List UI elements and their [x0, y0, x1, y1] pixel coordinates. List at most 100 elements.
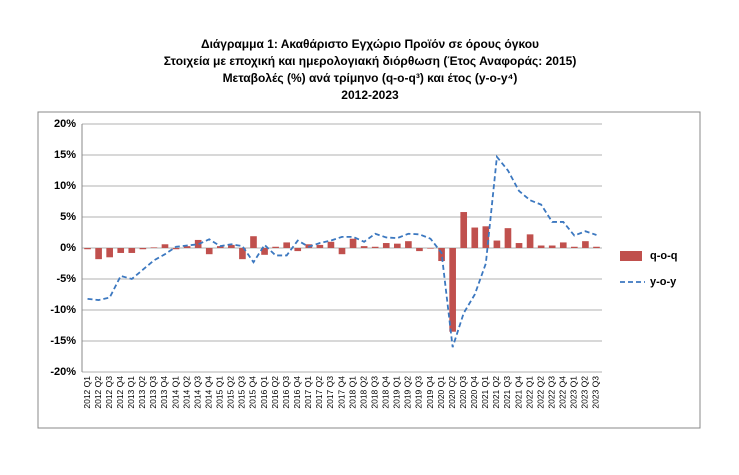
bar: [239, 248, 246, 260]
x-tick-label: 2023 Q2: [580, 376, 590, 409]
bar: [471, 227, 479, 248]
bar: [571, 246, 578, 248]
bar: [95, 248, 102, 260]
x-tick-label: 2017 Q4: [336, 376, 346, 409]
bar: [250, 236, 257, 248]
x-tick-label: 2022 Q4: [558, 376, 568, 409]
x-tick-label: 2019 Q2: [403, 376, 413, 409]
bar: [161, 244, 169, 248]
x-tick-label: 2017 Q1: [303, 376, 313, 409]
x-tick-label: 2012 Q3: [104, 376, 114, 409]
x-tick-label: 2015 Q4: [248, 376, 258, 409]
bar: [106, 248, 113, 258]
x-tick-label: 2013 Q3: [148, 376, 158, 409]
y-tick-label: 0%: [60, 242, 76, 254]
bar: [84, 248, 91, 250]
chart-subtitle: Μεταβολές (%) ανά τρίμηνο (q-o-q³) και έ…: [223, 71, 518, 85]
bar: [438, 248, 445, 262]
bar: [183, 246, 191, 248]
bar: [482, 226, 490, 248]
bar: [460, 212, 468, 248]
bar: [427, 248, 434, 249]
x-tick-label: 2020 Q4: [469, 376, 479, 409]
chart-subtitle: Στοιχεία με εποχική και ημερολογιακή διό…: [164, 54, 577, 68]
bar: [559, 242, 567, 248]
x-tick-label: 2021 Q4: [513, 376, 523, 409]
x-tick-label: 2018 Q1: [347, 376, 357, 409]
x-tick-label: 2015 Q1: [215, 376, 225, 409]
y-tick-label: 20%: [54, 118, 76, 130]
bar: [548, 245, 556, 248]
x-tick-label: 2020 Q3: [458, 376, 468, 409]
x-tick-label: 2021 Q1: [480, 376, 490, 409]
bar: [172, 248, 180, 250]
bar: [272, 246, 279, 248]
bar: [371, 246, 379, 248]
y-tick-label: 5%: [60, 211, 76, 223]
bar: [394, 243, 401, 248]
x-tick-label: 2023 Q3: [591, 376, 601, 409]
x-tick-label: 2014 Q4: [203, 376, 213, 409]
bar: [128, 248, 136, 253]
x-tick-label: 2013 Q2: [137, 376, 147, 409]
bar: [582, 241, 589, 248]
bar: [449, 248, 456, 332]
x-tick-label: 2019 Q3: [414, 376, 424, 409]
bar: [515, 243, 523, 248]
y-tick-label: 15%: [54, 149, 76, 161]
bar: [316, 244, 324, 248]
legend-label: y-o-y: [650, 276, 677, 288]
bar: [338, 248, 346, 255]
x-tick-label: 2017 Q2: [314, 376, 324, 409]
x-tick-label: 2012 Q1: [82, 376, 92, 409]
bar: [382, 243, 390, 248]
bar: [327, 241, 335, 248]
x-tick-label: 2022 Q2: [535, 376, 545, 409]
bar: [504, 228, 512, 248]
bar: [493, 240, 501, 248]
x-tick-label: 2021 Q3: [502, 376, 512, 409]
legend-swatch: [620, 251, 642, 261]
bar: [205, 248, 213, 255]
x-tick-label: 2020 Q2: [447, 376, 457, 409]
x-tick-label: 2012 Q2: [93, 376, 103, 409]
bar: [294, 248, 302, 252]
x-tick-label: 2013 Q1: [126, 376, 136, 409]
bar: [117, 248, 125, 253]
y-tick-label: -5%: [56, 273, 76, 285]
bar: [593, 246, 600, 248]
bar: [405, 241, 412, 248]
x-tick-label: 2014 Q2: [181, 376, 191, 409]
y-tick-label: 10%: [54, 180, 76, 192]
bar: [216, 246, 224, 248]
x-tick-label: 2016 Q1: [259, 376, 269, 409]
x-tick-label: 2023 Q1: [569, 376, 579, 409]
y-tick-label: -15%: [50, 335, 76, 347]
bar: [537, 245, 545, 248]
bar: [261, 248, 268, 255]
bar: [150, 247, 158, 248]
x-tick-label: 2017 Q3: [325, 376, 335, 409]
y-tick-label: -10%: [50, 304, 76, 316]
chart-subtitle: 2012-2023: [341, 88, 399, 102]
x-tick-label: 2016 Q2: [270, 376, 280, 409]
bar: [283, 242, 290, 248]
x-tick-label: 2012 Q4: [115, 376, 125, 409]
bar: [416, 248, 423, 252]
x-tick-label: 2021 Q2: [491, 376, 501, 409]
y-tick-label: -20%: [50, 366, 76, 378]
x-tick-label: 2020 Q1: [436, 376, 446, 409]
x-tick-label: 2014 Q1: [170, 376, 180, 409]
bar: [194, 239, 202, 248]
x-tick-label: 2013 Q4: [159, 376, 169, 409]
x-tick-label: 2016 Q3: [281, 376, 291, 409]
x-tick-label: 2015 Q3: [237, 376, 247, 409]
chart-border: [37, 111, 701, 429]
line: [87, 154, 597, 348]
x-tick-label: 2015 Q2: [226, 376, 236, 409]
x-tick-label: 2019 Q4: [425, 376, 435, 409]
bar: [360, 246, 368, 248]
x-tick-label: 2022 Q1: [524, 376, 534, 409]
chart-title: Διάγραμμα 1: Ακαθάριστο Εγχώριο Προϊόν σ…: [201, 37, 539, 51]
